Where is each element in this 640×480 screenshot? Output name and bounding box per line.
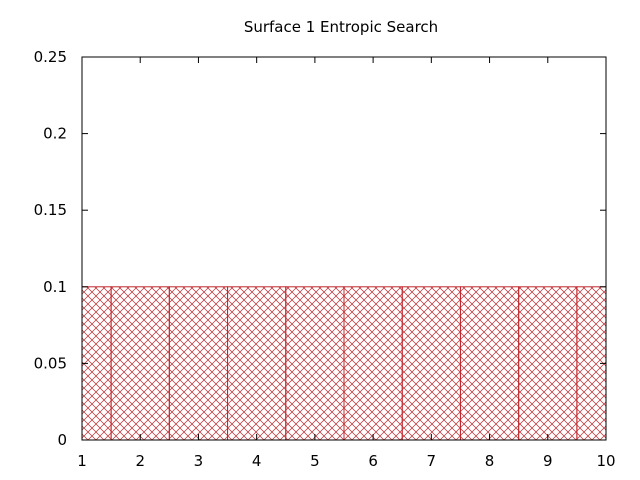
x-tick-label: 5 [310, 452, 320, 470]
chart-title: Surface 1 Entropic Search [244, 18, 438, 36]
bar [401, 286, 461, 441]
y-tick-label: 0 [57, 431, 67, 449]
bar [168, 286, 229, 441]
x-tick-label: 7 [427, 452, 437, 470]
bars-group [81, 286, 607, 441]
x-tick-label: 3 [194, 452, 204, 470]
bar [343, 286, 403, 441]
y-tick-label: 0.1 [43, 278, 67, 296]
bar [110, 286, 170, 441]
x-tick-label: 2 [135, 452, 145, 470]
plot-frame [81, 56, 607, 441]
y-tick-labels: 0 0.05 0.1 0.15 0.2 0.25 [34, 48, 67, 449]
x-tick-label: 6 [368, 452, 378, 470]
y-tick-label: 0.05 [34, 354, 67, 372]
ticks-group [81, 56, 607, 441]
bar [227, 286, 287, 441]
x-tick-labels: 1 2 3 4 5 6 7 8 9 10 [77, 452, 615, 470]
x-tick-label: 4 [252, 452, 262, 470]
x-tick-label: 10 [596, 452, 615, 470]
bar [285, 286, 345, 441]
bar [518, 286, 578, 441]
x-tick-label: 9 [543, 452, 553, 470]
x-tick-label: 1 [77, 452, 87, 470]
x-tick-label: 8 [485, 452, 495, 470]
y-tick-label: 0.2 [43, 125, 67, 143]
bar [459, 286, 520, 441]
y-tick-label: 0.15 [34, 201, 67, 219]
y-tick-label: 0.25 [34, 48, 67, 66]
